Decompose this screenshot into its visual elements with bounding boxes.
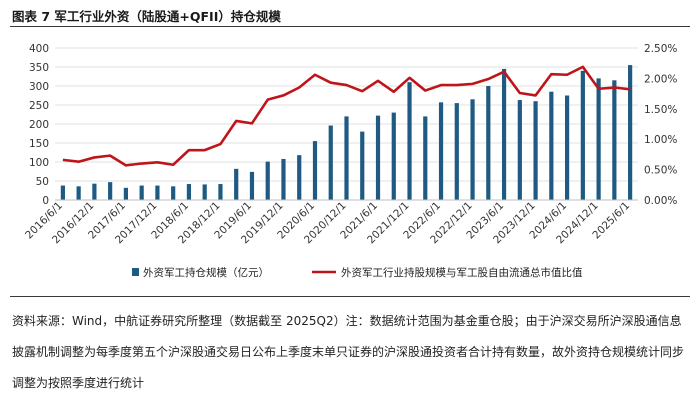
bar bbox=[501, 68, 507, 201]
bar bbox=[470, 99, 475, 200]
bar bbox=[234, 168, 239, 200]
right-axis-tick-label: 2.00% bbox=[644, 73, 677, 85]
source-note: 资料来源：Wind，中航证券研究所整理（数据截至 2025Q2）注：数据统计范围… bbox=[12, 314, 685, 390]
bar bbox=[139, 185, 144, 200]
left-axis-tick-label: 400 bbox=[29, 43, 49, 55]
bar bbox=[92, 183, 97, 200]
legend: 外资军工持仓规模（亿元） 外资军工行业持股规模与军工股自由流通总市值比值 bbox=[132, 266, 583, 279]
bar bbox=[596, 78, 601, 200]
legend-bar-label: 外资军工持仓规模（亿元） bbox=[143, 266, 269, 279]
bar bbox=[76, 186, 81, 200]
bar bbox=[265, 161, 270, 200]
bottom-rule bbox=[10, 296, 690, 297]
figure-title: 图表 7 军工行业外资（陆股通+QFII）持仓规模 bbox=[12, 9, 281, 24]
left-axis-tick-label: 200 bbox=[29, 119, 49, 131]
left-axis-ticks: 0 50 100 150 200 250 300 350 400 bbox=[29, 43, 49, 207]
left-axis-tick-label: 50 bbox=[36, 176, 49, 188]
x-axis-ticks: 2016/6/12016/12/12017/6/12017/12/12018/6… bbox=[23, 199, 638, 246]
bar bbox=[486, 86, 491, 200]
right-axis-tick-label: 2.50% bbox=[644, 43, 677, 55]
left-axis-tick-label: 350 bbox=[29, 62, 49, 74]
legend-line-label: 外资军工行业持股规模与军工股自由流通总市值比值 bbox=[341, 266, 583, 279]
bar bbox=[360, 131, 365, 200]
chart: 0 50 100 150 200 250 300 350 400 0.00% 0.50% 1.00%… bbox=[23, 43, 677, 279]
line-series bbox=[62, 65, 631, 167]
left-axis-tick-label: 150 bbox=[29, 138, 49, 150]
bar bbox=[155, 185, 160, 200]
bar bbox=[391, 112, 396, 200]
bar bbox=[60, 185, 65, 200]
top-rule bbox=[10, 26, 690, 27]
bar bbox=[407, 82, 412, 200]
left-axis-tick-label: 100 bbox=[29, 157, 49, 169]
bar bbox=[423, 116, 428, 200]
left-axis-tick-label: 0 bbox=[42, 195, 49, 207]
bar bbox=[218, 184, 223, 200]
right-axis-tick-label: 1.00% bbox=[644, 134, 677, 146]
bar bbox=[533, 101, 538, 200]
bar bbox=[186, 184, 192, 200]
bar bbox=[549, 91, 554, 200]
right-axis-tick-label: 0.00% bbox=[644, 195, 677, 207]
bar bbox=[297, 155, 302, 200]
bar bbox=[123, 187, 129, 200]
bar bbox=[628, 65, 633, 200]
bar bbox=[171, 186, 176, 200]
bar bbox=[202, 184, 207, 200]
bar bbox=[517, 100, 522, 200]
bar bbox=[108, 182, 113, 200]
bar bbox=[312, 141, 318, 200]
bar bbox=[344, 116, 349, 200]
bar bbox=[438, 102, 444, 200]
legend-bar-swatch bbox=[132, 268, 139, 276]
right-axis-ticks: 0.00% 0.50% 1.00% 1.50% 2.00% 2.50% bbox=[644, 43, 677, 207]
bar bbox=[249, 171, 255, 200]
right-axis-tick-label: 1.50% bbox=[644, 104, 677, 116]
bar bbox=[281, 158, 286, 200]
bar bbox=[580, 70, 585, 200]
bar bbox=[564, 95, 570, 200]
bar bbox=[454, 103, 459, 200]
bar-series bbox=[60, 65, 633, 201]
right-axis-tick-label: 0.50% bbox=[644, 165, 677, 177]
left-axis-tick-label: 300 bbox=[29, 81, 49, 93]
bar bbox=[612, 80, 617, 200]
bar bbox=[375, 115, 381, 200]
bar bbox=[328, 125, 333, 200]
left-axis-tick-label: 250 bbox=[29, 100, 49, 112]
ratio-line bbox=[62, 65, 631, 167]
